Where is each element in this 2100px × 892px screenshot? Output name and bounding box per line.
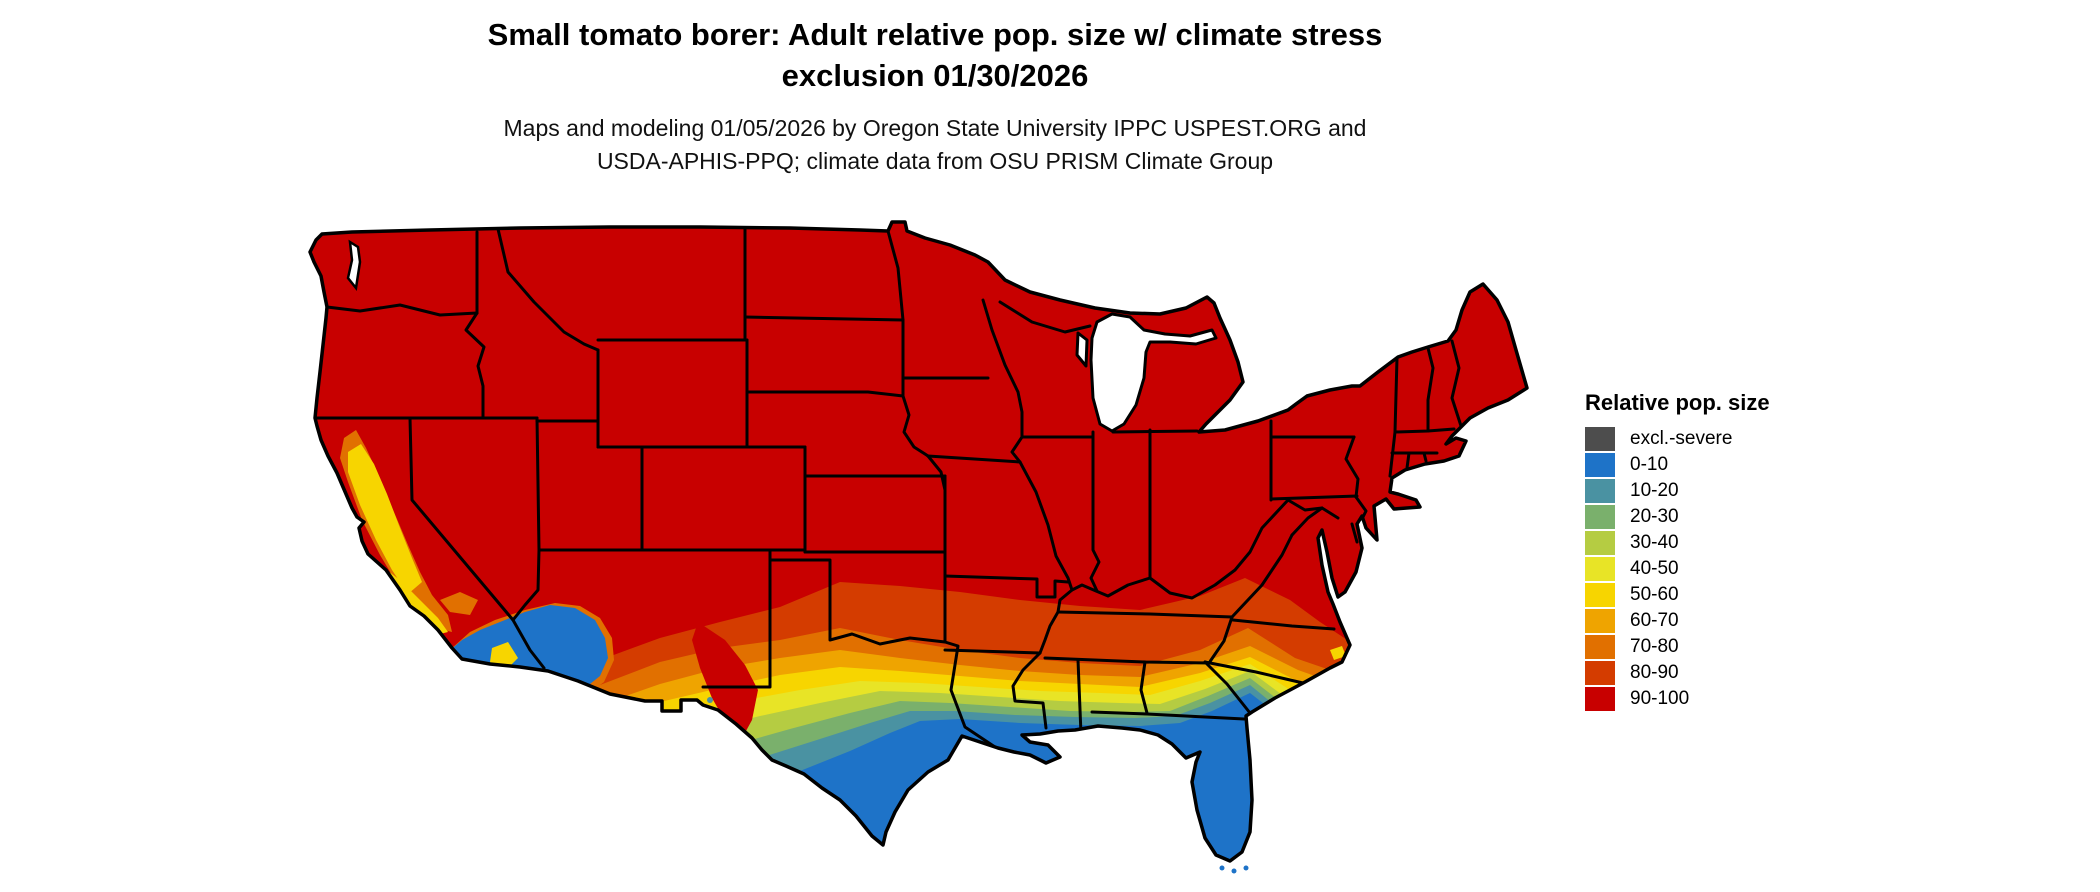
legend-swatch-excl xyxy=(1585,427,1615,451)
legend-row-70-80: 70-80 xyxy=(1585,634,1885,660)
legend-swatch-90-100 xyxy=(1585,687,1615,711)
socal-blue-speck-2 xyxy=(439,645,445,651)
coast-blue-speck-1 xyxy=(348,524,356,532)
florida-keys-speck-3 xyxy=(1243,865,1249,871)
legend-row-90-100: 90-100 xyxy=(1585,686,1885,712)
coastal-green-2 xyxy=(372,586,392,612)
puget-sound xyxy=(346,239,362,292)
legend-swatch-60-70 xyxy=(1585,609,1615,633)
subtitle: Maps and modeling 01/05/2026 by Oregon S… xyxy=(0,112,1870,178)
mojave-orange-patch xyxy=(440,592,478,615)
legend-row-0-10: 0-10 xyxy=(1585,452,1885,478)
florida-keys-speck-2 xyxy=(1231,868,1237,874)
legend-label-40-50: 40-50 xyxy=(1630,558,1679,579)
legend-label-50-60: 50-60 xyxy=(1630,584,1679,605)
legend-swatch-10-20 xyxy=(1585,479,1615,503)
florida-keys-speck-1 xyxy=(1219,865,1225,871)
central-valley-yellow xyxy=(348,444,422,594)
legend-swatch-80-90 xyxy=(1585,661,1615,685)
lake-michigan xyxy=(1089,312,1218,433)
legend-row-40-50: 40-50 xyxy=(1585,556,1885,582)
page-title-line2: exclusion 01/30/2026 xyxy=(781,58,1089,93)
legend-row-80-90: 80-90 xyxy=(1585,660,1885,686)
coast-teal-speck xyxy=(357,553,363,559)
legend-label-20-30: 20-30 xyxy=(1630,506,1679,527)
map-legend: Relative pop. size excl.-severe 0-10 10-… xyxy=(1585,390,1885,712)
legend-label-30-40: 30-40 xyxy=(1630,532,1679,553)
legend-label-80-90: 80-90 xyxy=(1630,662,1679,683)
legend-row-excl: excl.-severe xyxy=(1585,426,1885,452)
west-texas-red-patch xyxy=(692,622,758,742)
legend-row-50-60: 50-60 xyxy=(1585,582,1885,608)
legend-swatch-40-50 xyxy=(1585,557,1615,581)
socal-blue-speck-1 xyxy=(426,630,434,638)
subtitle-line2: USDA-APHIS-PPQ; climate data from OSU PR… xyxy=(596,148,1274,174)
legend-row-20-30: 20-30 xyxy=(1585,504,1885,530)
legend-row-30-40: 30-40 xyxy=(1585,530,1885,556)
legend-swatch-70-80 xyxy=(1585,635,1615,659)
legend-label-70-80: 70-80 xyxy=(1630,636,1679,657)
subtitle-line1: Maps and modeling 01/05/2026 by Oregon S… xyxy=(503,115,1367,141)
legend-swatch-20-30 xyxy=(1585,505,1615,529)
state-borders xyxy=(313,227,1463,751)
green-bay xyxy=(1075,331,1089,368)
legend-swatch-0-10 xyxy=(1585,453,1615,477)
legend-label-excl: excl.-severe xyxy=(1630,428,1733,449)
legend-label-90-100: 90-100 xyxy=(1630,688,1690,709)
page-title-line1: Small tomato borer: Adult relative pop. … xyxy=(487,17,1383,52)
legend-label-0-10: 0-10 xyxy=(1630,454,1669,475)
legend-row-10-20: 10-20 xyxy=(1585,478,1885,504)
legend-label-10-20: 10-20 xyxy=(1630,480,1679,501)
title-block: Small tomato borer: Adult relative pop. … xyxy=(0,14,1870,178)
coast-blue-speck-2 xyxy=(341,512,347,518)
legend-label-60-70: 60-70 xyxy=(1630,610,1679,631)
legend-swatch-50-60 xyxy=(1585,583,1615,607)
legend-row-60-70: 60-70 xyxy=(1585,608,1885,634)
lake-st-clair xyxy=(1244,400,1258,416)
legend-swatch-30-40 xyxy=(1585,531,1615,555)
carolina-coast-yellow-speck xyxy=(1330,646,1346,660)
bigbend-teal-speck xyxy=(707,697,713,703)
legend-title: Relative pop. size xyxy=(1585,390,1770,415)
